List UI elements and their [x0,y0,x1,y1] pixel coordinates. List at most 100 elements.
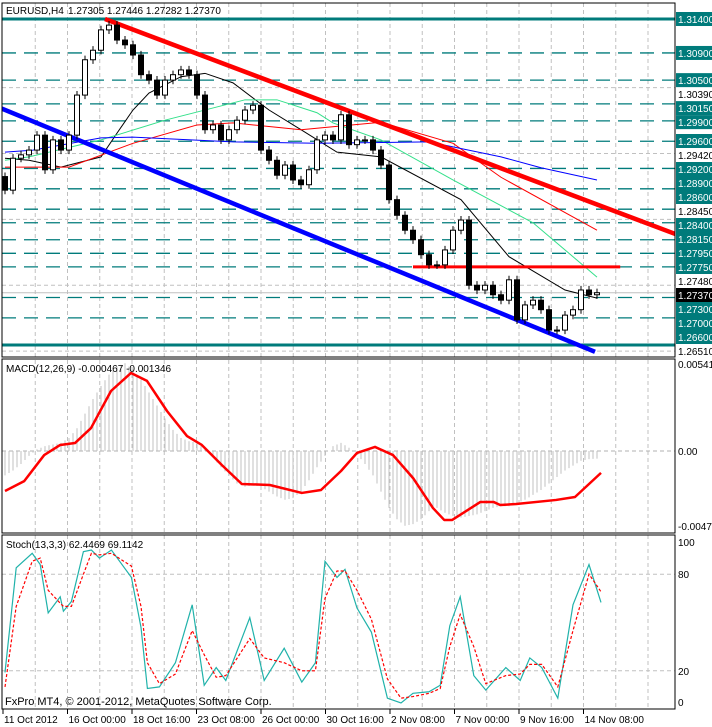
level-price-tag [676,115,712,130]
bullish-candle [362,139,368,142]
level-price-label: 1.27950 [678,249,712,260]
bearish-candle [258,104,264,151]
time-label: 2 Nov 08:00 [391,715,445,726]
bullish-candle [66,134,72,151]
bearish-candle [514,279,520,321]
bearish-candle [146,74,152,81]
current-price-tag [676,288,712,302]
level-price-label: 1.29900 [678,118,712,129]
stoch-axis-20: 20 [678,667,690,678]
copyright-text: FxPro MT4, © 2001-2012, MetaQuotes Softw… [5,696,272,708]
price-grid-label: 1.28450 [678,207,712,218]
bearish-candle [426,254,432,266]
bullish-candle [522,304,528,321]
level-price-tag [676,190,712,204]
bearish-candle [546,309,552,331]
macd-axis-max: 0.00541 [678,360,712,371]
level-price-label: 1.27300 [678,305,712,316]
level-price-label: 1.27750 [678,263,712,274]
level-price-tag [676,316,712,330]
stoch-panel-border [1,534,676,710]
bearish-candle [58,139,64,151]
bullish-candle [306,169,312,186]
bullish-candle [530,299,536,306]
level-price-label: 1.30150 [678,104,712,115]
bearish-candle [138,54,144,76]
bullish-candle [170,74,176,81]
bearish-candle [586,289,592,296]
price-panel-border [1,2,676,358]
ohlc-readout: 1.27305 1.27446 1.27282 1.27370 [68,6,221,17]
time-label: 7 Nov 00:00 [456,715,510,726]
macd-axis-zero: 0.00 [678,447,698,458]
bullish-candle [594,292,600,296]
macd-panel[interactable]: MACD(12,26,9) -0.000467 -0.001346 0.0054… [1,358,712,534]
price-grid-label: 1.29420 [678,151,712,162]
stoch-main-line [4,549,602,704]
bullish-candle [34,134,40,151]
stoch-title: Stoch(13,3,3) 62.4469 69.1142 [6,540,144,551]
stoch-axis-0: 0 [678,698,684,709]
price-grid-label: 1.27480 [678,277,712,288]
level-price-tag [676,12,712,26]
macd-axis-min: -0.00479 [678,522,712,533]
macd-signal [4,371,602,522]
bearish-candle [42,134,48,171]
bullish-candle [434,264,440,267]
bullish-candle [178,69,184,76]
bullish-candle [570,309,576,316]
time-label: 9 Nov 16:00 [520,715,574,726]
price-axis[interactable]: 1.31400 1.30900 1.30500 1.30390 1.30150 1.299… [676,12,712,358]
stoch-signal-line [4,552,602,699]
level-price-tag [676,176,712,190]
level-price-label: 1.30900 [678,49,712,60]
bearish-candle [474,284,480,291]
bullish-candle [90,49,96,61]
bearish-candle [346,114,352,146]
price-grid-label: 1.30390 [678,90,712,101]
price-grid-label: 1.26510 [678,347,712,358]
current-price-label: 1.27370 [678,291,712,302]
stochastic-panel[interactable]: Stoch(13,3,3) 62.4469 69.1142 100 80 20 … [1,534,695,710]
trendlines[interactable] [0,16,712,354]
bearish-candle [274,159,280,176]
time-label: 30 Oct 16:00 [327,715,385,726]
bearish-candle [402,214,408,231]
time-label: 11 Oct 2012 [4,715,58,726]
bullish-candle [226,129,232,141]
bearish-candle [410,229,416,241]
bearish-candle [154,79,160,96]
level-price-label: 1.31400 [678,15,712,26]
level-price-label: 1.29200 [678,165,712,176]
bullish-candle [106,24,112,31]
bearish-candle [290,164,296,181]
support-trendline[interactable] [0,106,596,354]
level-price-tag [676,246,712,260]
bearish-candle [266,149,272,161]
bullish-candle [74,94,80,136]
resistance-trendline[interactable] [104,16,712,248]
bullish-candle [354,139,360,146]
ma-black-line [4,72,598,299]
level-lines[interactable] [2,17,675,347]
stoch-axis-100: 100 [678,538,695,549]
bullish-candle [18,154,24,159]
bullish-candle [458,219,464,231]
level-price-tag [676,45,712,60]
level-price-label: 1.28400 [678,221,712,232]
level-price-tag [676,218,712,232]
bearish-candle [186,69,192,76]
bearish-candle [218,124,224,141]
time-label: 18 Oct 16:00 [133,715,191,726]
level-price-tag [676,162,712,176]
symbol-timeframe: EURUSD,H4 [6,6,64,17]
bearish-candle [130,44,136,56]
level-price-tag [676,330,712,344]
bearish-candle [386,164,392,201]
bearish-candle [114,24,120,41]
bullish-candle [322,134,328,141]
price-panel[interactable]: EURUSD,H4 1.27305 1.27446 1.27282 1.2737… [0,2,712,358]
bullish-candle [26,149,32,156]
bearish-candle [538,299,544,311]
